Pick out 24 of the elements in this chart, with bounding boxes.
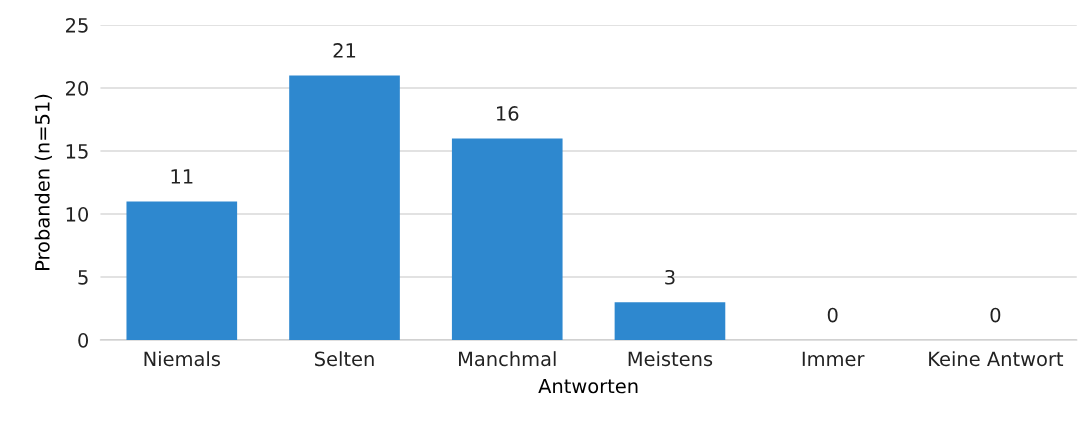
- y-tick-label: 0: [78, 333, 89, 348]
- x-tick-label: Selten: [314, 351, 374, 367]
- x-tick-label: Niemals: [144, 351, 220, 367]
- y-tick-label: 5: [78, 270, 88, 285]
- y-tick-label: 20: [66, 80, 89, 96]
- data-label: 21: [333, 43, 356, 58]
- x-tick-label: Meistens: [628, 351, 713, 367]
- bar: [451, 138, 563, 341]
- x-tick-label: Keine Antwort: [929, 351, 1064, 367]
- y-tick-label: 15: [66, 144, 88, 159]
- bar: [126, 201, 238, 341]
- data-label: 11: [171, 169, 193, 184]
- bar: [614, 302, 726, 341]
- x-tick-label: Manchmal: [459, 351, 556, 367]
- x-axis-title: Antworten: [538, 378, 638, 394]
- data-label: 0: [990, 307, 1001, 323]
- y-tick-label: 10: [66, 206, 89, 222]
- y-tick-label: 25: [66, 17, 88, 33]
- x-tick-label: Immer: [802, 351, 865, 367]
- data-label: 16: [497, 106, 519, 121]
- bar: [289, 75, 400, 341]
- data-label: 0: [827, 307, 838, 323]
- data-label: 3: [665, 269, 675, 285]
- y-axis-title: Probanden (n=51): [34, 94, 52, 271]
